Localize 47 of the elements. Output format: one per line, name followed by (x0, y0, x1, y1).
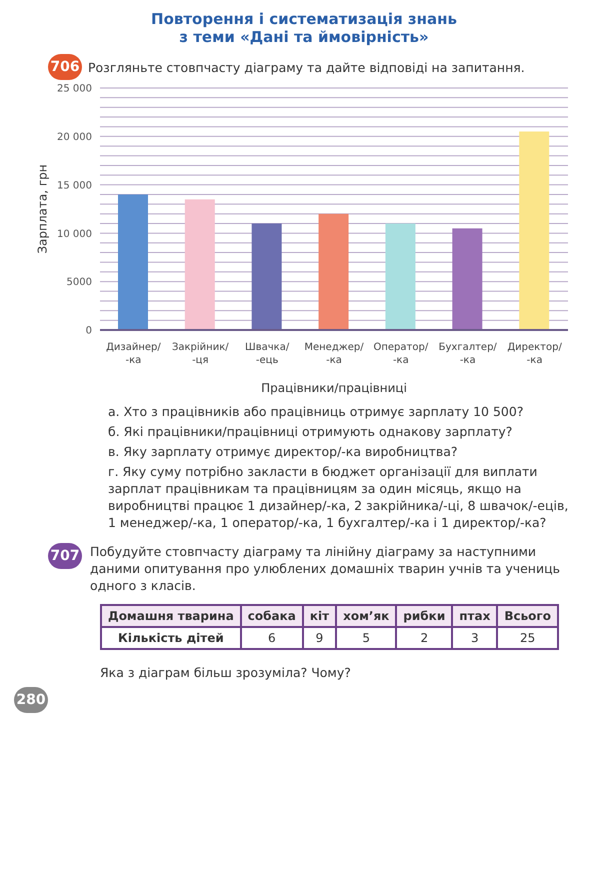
text: Побудуйте стовпчасту діаграму та лінійну діаграму за наступними даними опитування про улюблених домашніх тварин учнів та учениць одного з класів. (90, 543, 561, 594)
text: хом’як (336, 605, 396, 627)
x-tick-label: Менеджер/ -ка (304, 342, 364, 366)
bar (519, 132, 550, 330)
x-tick-label: Дизайнер/ -ка (106, 342, 162, 366)
x-tick-label: Директор/ -ка (507, 342, 562, 366)
text: Всього (497, 605, 558, 627)
text: 9 (302, 627, 336, 649)
bar (252, 224, 282, 330)
x-tick-label: Закрійник/ -ця (172, 342, 230, 366)
text: кіт (302, 605, 336, 627)
text: а. Хто з працівників або працівниць отримує зарплату 10 500? (107, 403, 524, 420)
y-tick-label: 20 000 (57, 132, 92, 143)
x-tick-label: Бухгалтер/ -ка (438, 342, 498, 366)
text: 2 (396, 627, 452, 649)
bar (184, 199, 215, 330)
number-badge: 280 (14, 687, 48, 713)
y-tick-label: 15 000 (57, 180, 92, 192)
number-badge: 707 (48, 543, 82, 569)
text: 25 (497, 627, 558, 649)
text: Розгляньте стовпчасту діаграму та дайте відповіді на запитання. (88, 60, 525, 74)
x-tick-label: Швачка/ -ець (245, 342, 290, 366)
text: 3 (452, 627, 498, 649)
text: 5 (336, 627, 396, 649)
text: Домашня тварина (101, 605, 241, 627)
bar (118, 194, 148, 330)
chart-title: Повторення і систематизація знань з теми «Дані та ймовірність» (150, 10, 458, 46)
text: б. Які працівники/працівниці отримують однакову зарплату? (107, 423, 514, 440)
y-tick-label: 25 000 (57, 84, 92, 95)
x-tick-label: Оператор/ -ка (374, 342, 429, 366)
y-tick-label: 10 000 (57, 228, 92, 240)
text: Кількість дітей (101, 627, 241, 649)
y-tick-label: 0 (86, 326, 92, 337)
text: собака (240, 605, 303, 627)
text: Яка з діаграм більш зрозуміла? Чому? (100, 664, 352, 681)
bar (452, 228, 482, 330)
text: г. Яку суму потрібно закласти в бюджет організації для виплати зарплат працівникам та працівницям за один місяць, якщо на виробництві працює 1 дизайнер/-ка, 2 закрійника/-ці, 8 швачок/-еців, 1 менеджер/-ка, 1 оператор/-ка, 1 бухгалтер/-ка і 1 директор/-ка? (107, 463, 570, 531)
y-axis-title: Зарплата, грн (35, 164, 50, 254)
number-badge: 706 (48, 54, 82, 80)
text: рибки (396, 605, 452, 627)
y-tick-label: 5000 (66, 277, 92, 288)
bar (318, 214, 349, 330)
x-axis-title: Працівники/працівниці (261, 381, 407, 395)
bar (385, 224, 416, 330)
text: птах (452, 605, 498, 627)
text: 6 (240, 627, 303, 649)
text: в. Яку зарплату отримує директор/-ка виробництва? (107, 443, 459, 460)
